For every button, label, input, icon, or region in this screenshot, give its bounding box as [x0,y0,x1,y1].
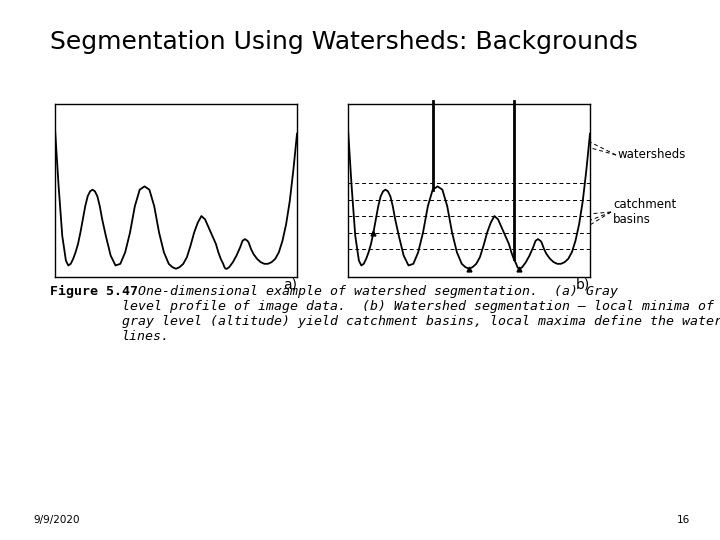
Text: Figure 5.47: Figure 5.47 [50,285,138,298]
Text: 9/9/2020: 9/9/2020 [33,515,79,525]
Text: watersheds: watersheds [618,148,686,161]
Text: a): a) [283,278,297,292]
Text: catchment
basins: catchment basins [613,198,676,226]
Text: 16: 16 [677,515,690,525]
Text: b): b) [576,278,590,292]
Text: One-dimensional example of watershed segmentation.  (a) Gray
level profile of im: One-dimensional example of watershed seg… [122,285,720,343]
Text: Segmentation Using Watersheds: Backgrounds: Segmentation Using Watersheds: Backgroun… [50,30,638,54]
